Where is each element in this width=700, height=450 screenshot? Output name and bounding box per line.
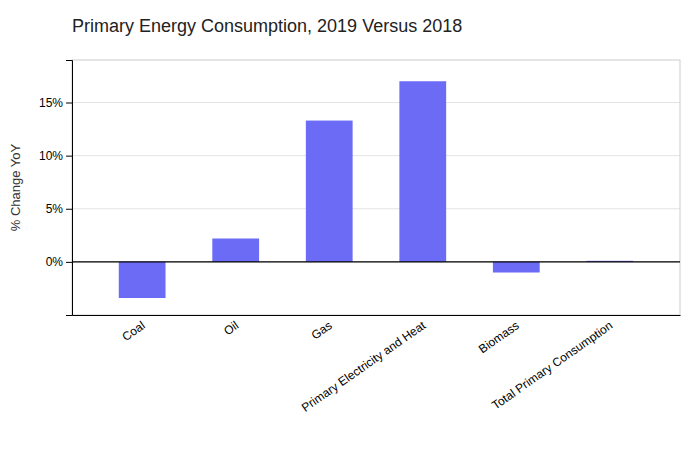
- tick-label: Biomass: [476, 318, 522, 356]
- plot-area: 0% 5% 10% 15% Coal Oil GasPrimary Electricity …: [39, 60, 681, 415]
- tick-label: 10%: [39, 149, 63, 163]
- bar: [212, 239, 259, 262]
- grid-line: [72, 208, 680, 209]
- tick-mark: [66, 209, 72, 210]
- tick-mark: [66, 103, 72, 104]
- tick-label: Primary Electricity and Heat: [299, 318, 429, 415]
- tick: Oil: [221, 318, 241, 338]
- bar: [306, 121, 353, 262]
- tick-label: 5%: [46, 202, 64, 216]
- chart-title: Primary Energy Consumption, 2019 Versus …: [72, 16, 462, 36]
- bars: [72, 81, 680, 298]
- x-axis: Coal Oil GasPrimary Electricity and Heat Bi…: [73, 316, 681, 415]
- tick-label: 0%: [46, 255, 64, 269]
- tick: Coal: [119, 318, 147, 344]
- tick: 10%: [39, 149, 72, 163]
- grid-line: [72, 261, 680, 262]
- tick-mark: [66, 156, 72, 157]
- axis-line: [73, 315, 681, 316]
- tick-label: 15%: [39, 96, 63, 110]
- tick-label: Total Primary Consumption: [489, 318, 615, 412]
- grid-line: [72, 155, 680, 156]
- tick: 0%: [46, 255, 72, 269]
- zero-line: [72, 261, 680, 262]
- tick: Biomass: [476, 318, 522, 356]
- tick-mark: [66, 262, 72, 263]
- chart-container: 0% 5% 10% 15% Coal Oil GasPrimary Electricity …: [0, 0, 700, 450]
- tick-label: Oil: [221, 318, 241, 338]
- tick-label: Gas: [309, 318, 335, 342]
- tick: Gas: [309, 318, 335, 342]
- tick: 5%: [46, 202, 72, 216]
- bar: [493, 262, 540, 273]
- bar: [119, 262, 166, 298]
- grid: [72, 103, 680, 262]
- axis-line: [66, 61, 73, 316]
- tick: Primary Electricity and Heat: [299, 318, 429, 415]
- plot-frame: [72, 60, 680, 315]
- bar: [399, 81, 446, 262]
- y-axis: 0% 5% 10% 15%: [39, 61, 73, 316]
- chart-svg: 0% 5% 10% 15% Coal Oil GasPrimary Electricity …: [0, 0, 700, 450]
- tick: 15%: [39, 96, 72, 110]
- grid-line: [72, 102, 680, 103]
- y-axis-title: % Change YoY: [8, 143, 23, 231]
- tick-label: Coal: [119, 318, 147, 344]
- tick: Total Primary Consumption: [489, 318, 615, 412]
